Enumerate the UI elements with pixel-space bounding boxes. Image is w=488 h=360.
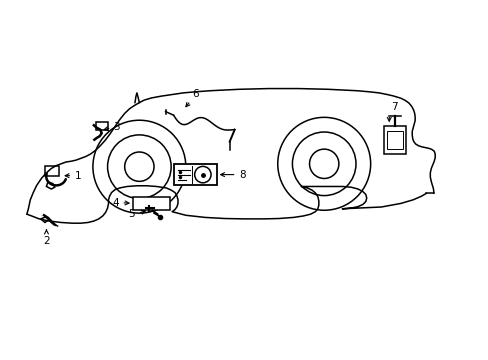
Text: 3: 3 (113, 122, 120, 132)
Polygon shape (41, 217, 49, 222)
Text: 7: 7 (390, 102, 397, 112)
Polygon shape (46, 182, 55, 189)
Bar (45, 166, 59, 176)
Text: 6: 6 (192, 89, 199, 99)
Text: 2: 2 (43, 236, 50, 246)
Bar (96, 122, 108, 130)
Text: 1: 1 (74, 171, 81, 181)
Text: 4: 4 (112, 198, 119, 208)
Bar (173, 164, 216, 185)
Bar (383, 126, 405, 154)
Bar (386, 131, 402, 149)
Text: 5: 5 (128, 209, 135, 219)
Bar (133, 197, 169, 210)
Text: 8: 8 (239, 170, 246, 180)
